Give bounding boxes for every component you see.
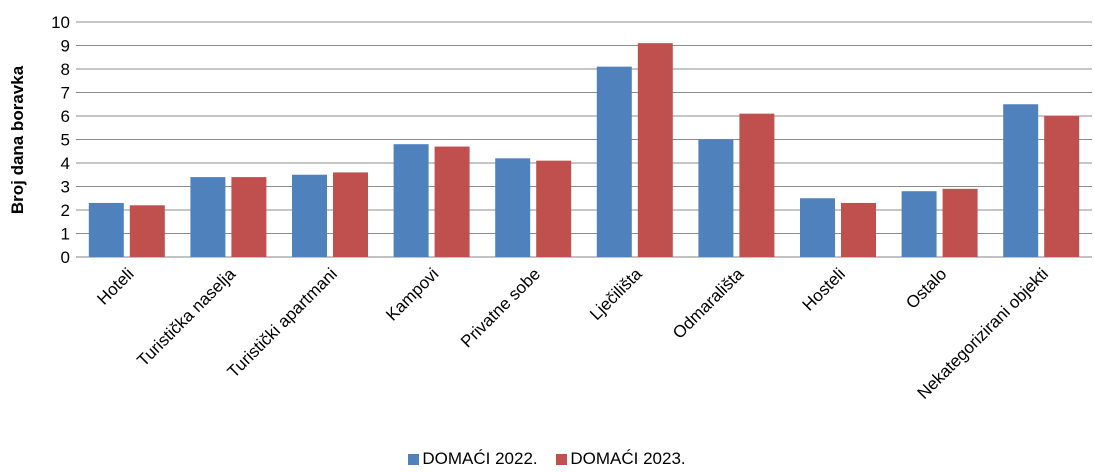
x-category-label: Hoteli — [93, 264, 137, 308]
bar-2023 — [536, 160, 572, 257]
bar-2022 — [393, 144, 429, 257]
y-tick-label: 5 — [61, 131, 70, 150]
legend-swatch-2023 — [556, 453, 568, 465]
y-tick-label: 10 — [51, 13, 70, 32]
x-category-label: Turistički apartmani — [224, 264, 341, 381]
bar-2023 — [739, 113, 775, 258]
bar-2022 — [800, 198, 835, 257]
legend-swatch-2022 — [408, 453, 420, 465]
y-axis-ticks: 0 1 2 3 4 5 6 7 8 9 10 — [51, 13, 70, 267]
legend-label-2022: DOMAĆI 2022. — [422, 449, 538, 468]
bar-2023 — [841, 202, 876, 257]
bar-2022 — [495, 158, 531, 257]
bar-2022 — [88, 202, 124, 257]
y-tick-label: 1 — [61, 225, 70, 244]
x-category-label: Privatne sobe — [457, 264, 544, 351]
legend-label-2023: DOMAĆI 2023. — [570, 449, 686, 468]
x-category-label: Lječilišta — [586, 264, 646, 324]
y-tick-label: 2 — [61, 201, 70, 220]
y-tick-label: 6 — [61, 107, 70, 126]
x-category-label: Kampovi — [382, 264, 442, 324]
y-tick-label: 8 — [61, 60, 70, 79]
bar-2023 — [333, 172, 368, 257]
bar-2023 — [942, 188, 978, 257]
x-category-label: Odmarališta — [669, 264, 748, 343]
y-tick-label: 4 — [61, 154, 70, 173]
bar-2023 — [434, 146, 470, 257]
bar-2023 — [1044, 116, 1080, 257]
y-axis-label: Broj dana boravka — [8, 65, 27, 214]
bars — [88, 43, 1080, 258]
bar-2022 — [596, 66, 632, 258]
x-category-label: Turistička naselja — [133, 264, 239, 370]
x-category-label: Hosteli — [799, 264, 849, 314]
bar-2023 — [231, 177, 267, 257]
bar-2022 — [292, 174, 327, 257]
y-tick-label: 7 — [61, 84, 70, 103]
legend: DOMAĆI 2022. DOMAĆI 2023. — [0, 449, 1094, 470]
bar-2022 — [1003, 104, 1039, 257]
y-tick-label: 9 — [61, 37, 70, 56]
bar-2022 — [698, 139, 734, 257]
bar-2023 — [637, 43, 673, 258]
x-category-label: Ostalo — [902, 264, 950, 312]
bar-2023 — [129, 205, 165, 257]
legend-item-2023: DOMAĆI 2023. — [556, 449, 686, 469]
y-tick-label: 0 — [61, 248, 70, 267]
legend-item-2022: DOMAĆI 2022. — [408, 449, 538, 469]
bar-2022 — [901, 191, 937, 257]
y-tick-label: 3 — [61, 178, 70, 197]
gridlines — [76, 21, 1092, 258]
bar-2022 — [190, 177, 226, 257]
